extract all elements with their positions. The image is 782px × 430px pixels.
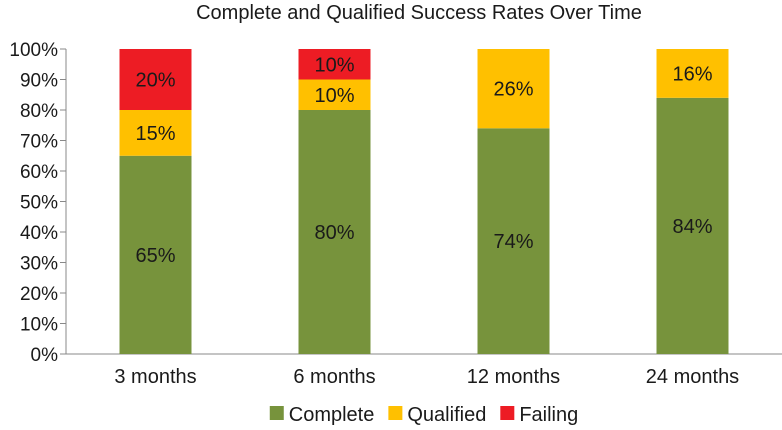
chart-title: Complete and Qualified Success Rates Ove… — [196, 2, 642, 24]
legend-label: Qualified — [407, 404, 486, 426]
data-label: 16% — [672, 63, 712, 85]
data-label: 74% — [493, 231, 533, 253]
y-tick-label: 20% — [20, 284, 58, 305]
bar-segment-complete — [298, 110, 371, 354]
data-label: 80% — [314, 222, 354, 244]
data-label: 10% — [314, 54, 354, 76]
y-tick-label: 90% — [20, 71, 58, 92]
data-label: 10% — [314, 85, 354, 107]
y-tick-label: 60% — [20, 162, 58, 183]
x-category-label: 6 months — [293, 366, 375, 388]
y-tick-label: 100% — [9, 40, 58, 61]
x-category-label: 3 months — [114, 366, 196, 388]
bar-segment-complete — [119, 155, 192, 354]
bar-segment-qualified — [298, 79, 371, 110]
bar-segment-qualified — [119, 110, 192, 156]
x-axis-labels: 3 months 6 months 12 months 24 months — [114, 366, 739, 388]
y-tick-label: 80% — [20, 101, 58, 122]
bar-segment-qualified — [477, 49, 550, 129]
legend-swatch-qualified — [388, 406, 403, 420]
legend-label: Complete — [289, 404, 375, 426]
data-label: 15% — [135, 123, 175, 145]
bar-segment-complete — [477, 128, 550, 354]
y-tick-label: 50% — [20, 193, 58, 214]
x-category-label: 12 months — [467, 366, 560, 388]
data-label: 84% — [672, 216, 712, 238]
y-tick-label: 40% — [20, 223, 58, 244]
data-label: 20% — [135, 70, 175, 92]
x-category-label: 24 months — [646, 366, 739, 388]
y-axis-ticks: 0% 10% 20% 30% 40% 50% 60% 70% 80% 90% 100% — [9, 40, 66, 366]
y-tick-label: 70% — [20, 132, 58, 153]
bar-segment-qualified — [656, 49, 729, 98]
bar-segment-complete — [656, 97, 729, 355]
bar-segment-failing — [119, 49, 192, 110]
y-tick-label: 30% — [20, 254, 58, 275]
legend-swatch-failing — [500, 406, 515, 420]
legend-swatch-complete — [269, 406, 284, 420]
bar-segment-failing — [298, 49, 371, 80]
bars-group: 65% 15% 20% 80% 10% 10% 74% 26% 84% 16% — [119, 49, 729, 355]
data-label: 26% — [493, 79, 533, 101]
legend: Complete Qualified Failing — [269, 404, 578, 426]
data-label: 65% — [135, 245, 175, 267]
y-tick-label: 0% — [31, 345, 59, 366]
legend-label: Failing — [519, 404, 578, 426]
y-tick-label: 10% — [20, 315, 58, 336]
